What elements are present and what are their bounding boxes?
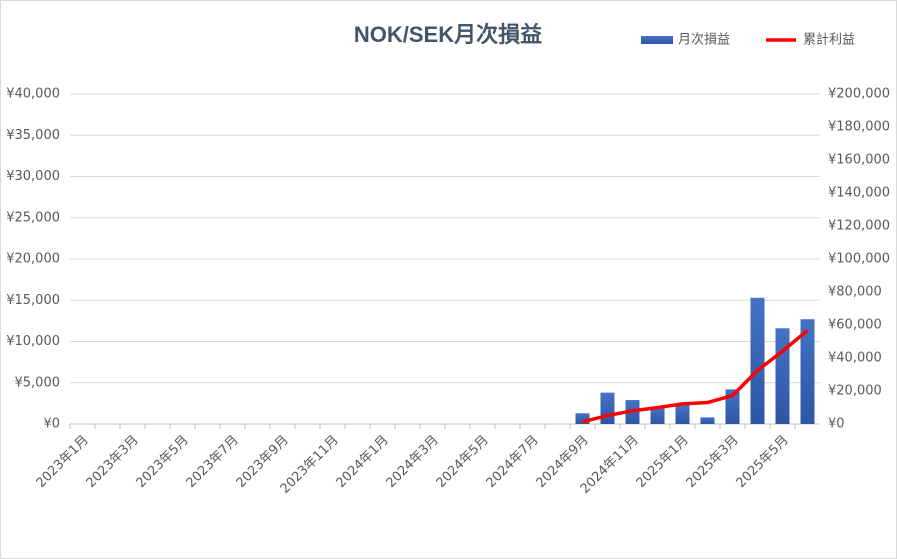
y-tick-label: ¥0 bbox=[43, 417, 60, 432]
y2-tick-label: ¥0 bbox=[828, 417, 845, 432]
chart-title: NOK/SEK月次損益 bbox=[354, 22, 542, 47]
y2-tick-label: ¥140,000 bbox=[828, 186, 890, 201]
y-tick-label: ¥35,000 bbox=[6, 128, 60, 143]
y2-tick-label: ¥200,000 bbox=[828, 87, 890, 102]
legend-label: 累計利益 bbox=[803, 32, 855, 48]
y-tick-label: ¥5,000 bbox=[15, 375, 61, 390]
bar bbox=[750, 297, 765, 424]
legend-swatch bbox=[641, 36, 673, 44]
y2-tick-label: ¥60,000 bbox=[828, 318, 882, 333]
bar bbox=[775, 328, 790, 424]
y-tick-label: ¥30,000 bbox=[6, 169, 60, 184]
y2-tick-label: ¥40,000 bbox=[828, 351, 882, 366]
cumulative-line bbox=[582, 328, 809, 424]
y2-tick-label: ¥180,000 bbox=[828, 120, 890, 135]
y-tick-label: ¥15,000 bbox=[6, 293, 60, 308]
y2-tick-label: ¥20,000 bbox=[828, 384, 882, 399]
bar bbox=[650, 408, 665, 424]
y-tick-label: ¥20,000 bbox=[6, 252, 60, 267]
bar bbox=[675, 405, 690, 424]
y2-tick-label: ¥160,000 bbox=[828, 153, 890, 168]
y2-tick-label: ¥120,000 bbox=[828, 219, 890, 234]
bar bbox=[600, 392, 615, 424]
y-tick-label: ¥25,000 bbox=[6, 210, 60, 225]
legend-label: 月次損益 bbox=[678, 32, 730, 48]
y-tick-label: ¥40,000 bbox=[6, 87, 60, 102]
bar bbox=[575, 413, 590, 424]
y2-tick-label: ¥80,000 bbox=[828, 285, 882, 300]
bar bbox=[800, 319, 815, 424]
bar bbox=[700, 417, 715, 424]
y2-tick-label: ¥100,000 bbox=[828, 252, 890, 267]
y-tick-label: ¥10,000 bbox=[6, 334, 60, 349]
